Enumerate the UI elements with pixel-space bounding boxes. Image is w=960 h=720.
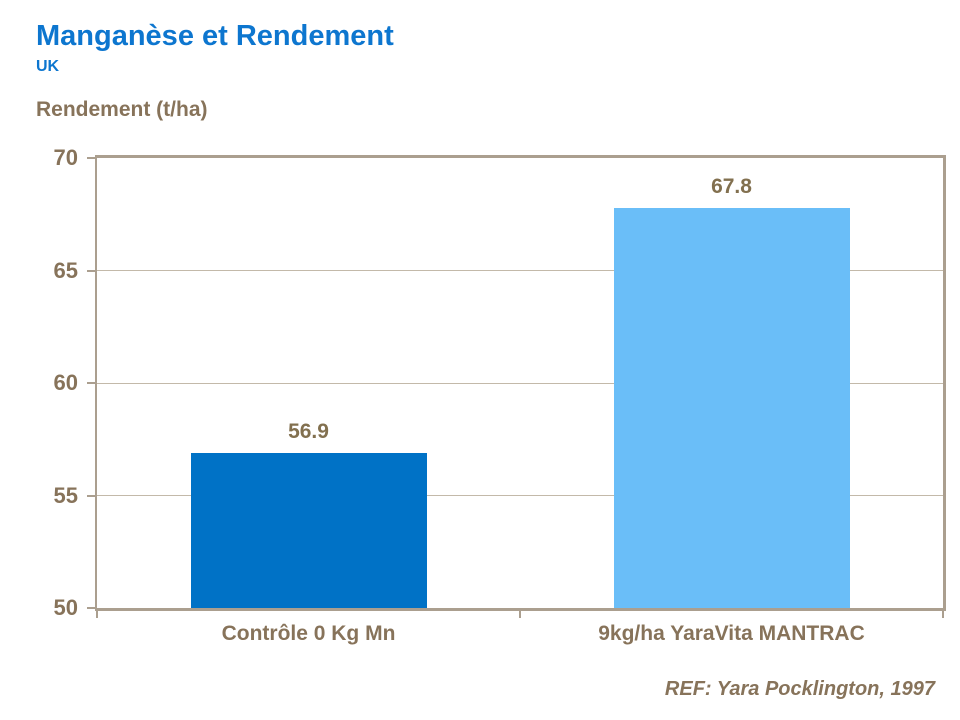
y-axis-tick-mark: [87, 607, 95, 609]
y-axis-tick-label: 70: [53, 145, 78, 170]
y-axis-tick-label: 65: [53, 257, 78, 283]
y-axis-tick-mark: [87, 382, 95, 384]
gridline-60: [97, 382, 943, 384]
x-axis-tick-mark: [942, 611, 944, 618]
x-category-label: 9kg/ha YaraVita MANTRAC: [598, 622, 865, 645]
x-axis-tick-mark: [519, 611, 521, 618]
bar-value-label: 56.9: [288, 419, 329, 443]
y-axis-tick-label: 60: [53, 370, 78, 395]
y-axis-tick-label: 50: [53, 595, 78, 620]
x-axis-tick-mark: [96, 611, 98, 618]
gridline-55: [97, 495, 943, 496]
reference-text: REF: Yara Pocklington, 1997: [664, 678, 935, 700]
chart-title: Manganèse et Rendement: [36, 20, 394, 52]
x-category-label: Contrôle 0 Kg Mn: [221, 622, 396, 645]
bar-value-label: 67.8: [711, 174, 752, 198]
chart-subtitle: UK: [36, 58, 60, 75]
gridline-65: [97, 270, 943, 271]
y-axis-title: Rendement (t/ha): [36, 98, 208, 121]
bar-1: [190, 452, 427, 608]
plot-area: 56.9 67.8: [95, 155, 946, 611]
y-axis-tick-mark: [87, 157, 95, 159]
bar-2: [613, 207, 850, 608]
y-axis-tick-mark: [87, 269, 95, 272]
y-axis-tick-mark: [87, 494, 95, 497]
y-axis-tick-label: 55: [53, 482, 78, 508]
